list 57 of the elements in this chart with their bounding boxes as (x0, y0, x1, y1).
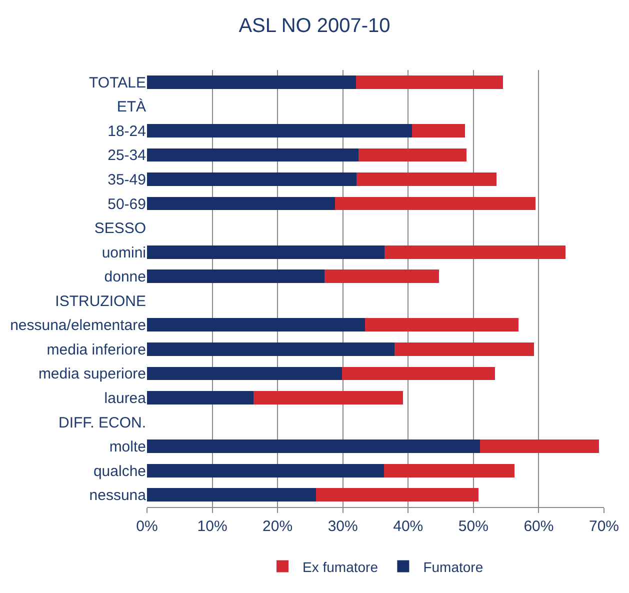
y-tick-label: molte (109, 438, 146, 456)
x-tick-label: 70% (588, 518, 620, 535)
y-tick-label: 50-69 (108, 196, 146, 213)
bar (358, 148, 466, 162)
x-tick-label: 60% (524, 518, 554, 535)
x-tick-label: 40% (393, 518, 424, 535)
bar (147, 366, 342, 380)
chart-title: ASL NO 2007-10 (238, 14, 390, 37)
bar (480, 440, 599, 453)
y-tick-label: ETÀ (116, 98, 146, 116)
bar (324, 270, 439, 284)
bar (147, 488, 316, 502)
y-tick-label: donne (104, 268, 146, 286)
bar (147, 342, 394, 356)
bar (147, 196, 336, 210)
bar (412, 124, 465, 138)
y-tick-label: media superiore (38, 366, 146, 383)
bar (342, 366, 495, 380)
y-tick-label: 35-49 (108, 172, 146, 188)
bar (384, 245, 566, 259)
y-tick-label: media inferiore (46, 341, 146, 358)
bar (147, 270, 325, 284)
x-tick-label: 50% (458, 518, 488, 535)
bar (316, 488, 479, 502)
bar (365, 318, 518, 332)
bar (147, 464, 384, 478)
y-tick-label: DIFF. ECON. (58, 414, 146, 432)
x-tick-label: 30% (328, 518, 358, 535)
bar (147, 318, 366, 332)
bar (147, 391, 254, 404)
x-tick-label: 10% (197, 518, 228, 535)
y-tick-label: TOTALE (89, 74, 146, 92)
legend-label: Ex fumatore (302, 558, 378, 575)
y-tick-label: 18-24 (108, 122, 146, 140)
bar (147, 75, 356, 89)
y-tick-label: laurea (104, 390, 147, 407)
bar (394, 342, 534, 356)
x-tick-label: 0% (136, 518, 158, 535)
legend-label: Fumatore (423, 558, 484, 575)
bar (147, 440, 480, 453)
bar (356, 75, 503, 89)
bar (147, 124, 412, 138)
y-tick-label: 25-34 (108, 147, 146, 164)
bar (147, 172, 357, 186)
bar (384, 464, 515, 478)
y-tick-label: ISTRUZIONE (55, 292, 146, 310)
bar (147, 148, 359, 162)
y-tick-label: uomini (102, 244, 146, 262)
bar (356, 172, 496, 186)
bar (335, 196, 536, 210)
y-tick-label: nessuna (89, 487, 147, 504)
bar (253, 391, 403, 404)
y-tick-label: SESSO (94, 220, 146, 238)
bar (147, 245, 385, 259)
x-tick-label: 20% (262, 518, 293, 535)
y-tick-label: nessuna/elementare (10, 317, 146, 334)
y-tick-label: qualche (93, 462, 146, 480)
